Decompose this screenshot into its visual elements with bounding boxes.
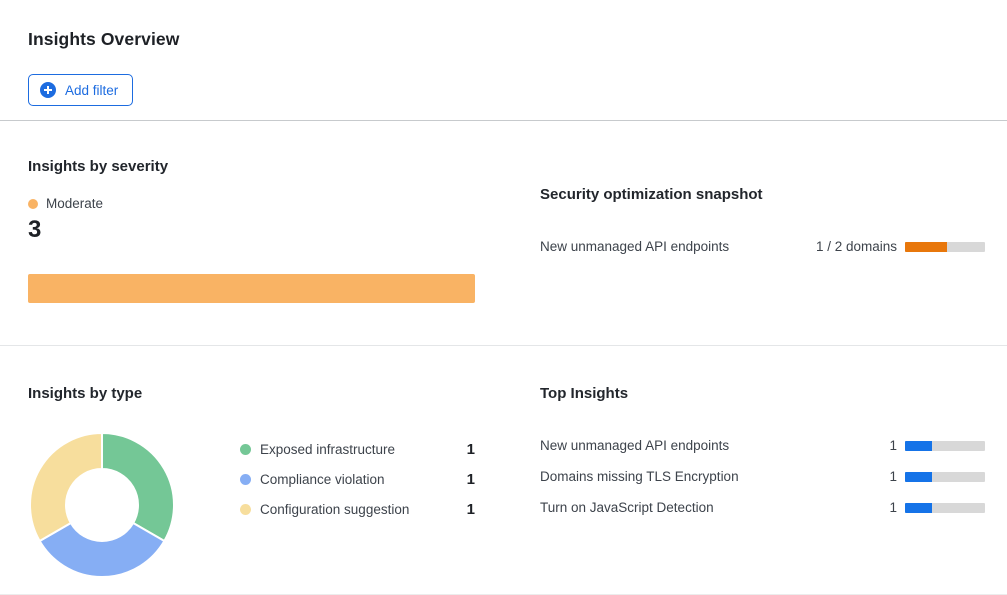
add-filter-button[interactable]: Add filter	[28, 74, 134, 106]
add-filter-label: Add filter	[65, 82, 119, 98]
snapshot-progress-track	[905, 241, 985, 252]
plus-circle-icon	[40, 82, 56, 98]
insights-by-type-content: Exposed infrastructure 1 Compliance viol…	[28, 433, 475, 577]
moderate-legend-label: Moderate	[46, 196, 104, 211]
top-insights-title: Top Insights	[540, 385, 629, 402]
donut-slice-exposed-infrastructure[interactable]	[101, 433, 174, 542]
severity-legend-item: Moderate	[28, 196, 475, 211]
snapshot-row-label: New unmanaged API endpoints	[540, 239, 730, 254]
yellow-legend-dot	[240, 504, 251, 515]
top-insight-value-group: 1	[889, 500, 985, 515]
legend-value: 1	[466, 471, 475, 488]
top-insight-value-group: 1	[889, 469, 985, 484]
legend-item-compliance-violation: Compliance violation 1	[240, 471, 475, 488]
moderate-legend-dot	[28, 198, 38, 209]
top-insight-label: Turn on JavaScript Detection	[540, 500, 714, 515]
top-insight-bar-track	[905, 440, 985, 451]
insights-by-type-legend: Exposed infrastructure 1 Compliance viol…	[240, 433, 475, 531]
page-header: Insights Overview Add filter	[0, 0, 1007, 120]
top-insight-count: 1	[889, 469, 897, 484]
top-insight-bar-track	[905, 471, 985, 482]
top-insight-value-group: 1	[889, 438, 985, 453]
divider-top	[0, 120, 1007, 121]
top-insights-section: Top Insights New unmanaged API endpoints…	[512, 346, 1007, 591]
legend-label: Compliance violation	[260, 472, 385, 487]
legend-value: 1	[466, 441, 475, 458]
top-insight-count: 1	[889, 500, 897, 515]
legend-value: 1	[466, 501, 475, 518]
snapshot-progress-fill	[905, 241, 947, 252]
blue-legend-dot	[240, 474, 251, 485]
top-insight-row-tls-encryption: Domains missing TLS Encryption 1	[540, 469, 985, 484]
green-legend-dot	[240, 444, 251, 455]
top-insights-list: New unmanaged API endpoints 1 Domains mi…	[540, 438, 985, 515]
row-severity-snapshot: Insights by severity Moderate 3 Security…	[0, 121, 1007, 345]
insights-by-severity-section: Insights by severity Moderate 3	[0, 121, 512, 345]
top-insight-row-javascript-detection: Turn on JavaScript Detection 1	[540, 500, 985, 515]
legend-label: Exposed infrastructure	[260, 442, 396, 457]
legend-label: Configuration suggestion	[260, 502, 410, 517]
top-insight-count: 1	[889, 438, 897, 453]
snapshot-row: New unmanaged API endpoints 1 / 2 domain…	[540, 239, 985, 254]
insights-by-type-donut-chart	[30, 433, 174, 577]
top-insight-row-api-endpoints: New unmanaged API endpoints 1	[540, 438, 985, 453]
legend-item-configuration-suggestion: Configuration suggestion 1	[240, 501, 475, 518]
top-insight-bar-track	[905, 502, 985, 513]
page-title: Insights Overview	[28, 29, 180, 49]
donut-slice-compliance-violation[interactable]	[38, 522, 166, 577]
insights-by-type-title: Insights by type	[28, 385, 143, 402]
top-insight-label: New unmanaged API endpoints	[540, 438, 730, 453]
donut-slice-configuration-suggestion[interactable]	[30, 433, 103, 542]
top-insight-label: Domains missing TLS Encryption	[540, 469, 739, 484]
security-snapshot-section: Security optimization snapshot New unman…	[512, 121, 1007, 345]
legend-item-exposed-infrastructure: Exposed infrastructure 1	[240, 441, 475, 458]
snapshot-row-value-group: 1 / 2 domains	[816, 239, 985, 254]
security-snapshot-title: Security optimization snapshot	[540, 186, 763, 203]
top-insight-bar-fill	[905, 440, 933, 451]
insights-by-type-section: Insights by type Exposed infrastructure …	[0, 346, 512, 591]
snapshot-row-value: 1 / 2 domains	[815, 239, 897, 254]
insights-by-severity-title: Insights by severity	[28, 158, 169, 175]
severity-count: 3	[28, 216, 42, 243]
divider-middle	[0, 345, 1007, 346]
severity-bar[interactable]	[28, 274, 475, 303]
top-insight-bar-fill	[905, 471, 933, 482]
row-type-top-insights: Insights by type Exposed infrastructure …	[0, 346, 1007, 591]
top-insight-bar-fill	[905, 502, 933, 513]
